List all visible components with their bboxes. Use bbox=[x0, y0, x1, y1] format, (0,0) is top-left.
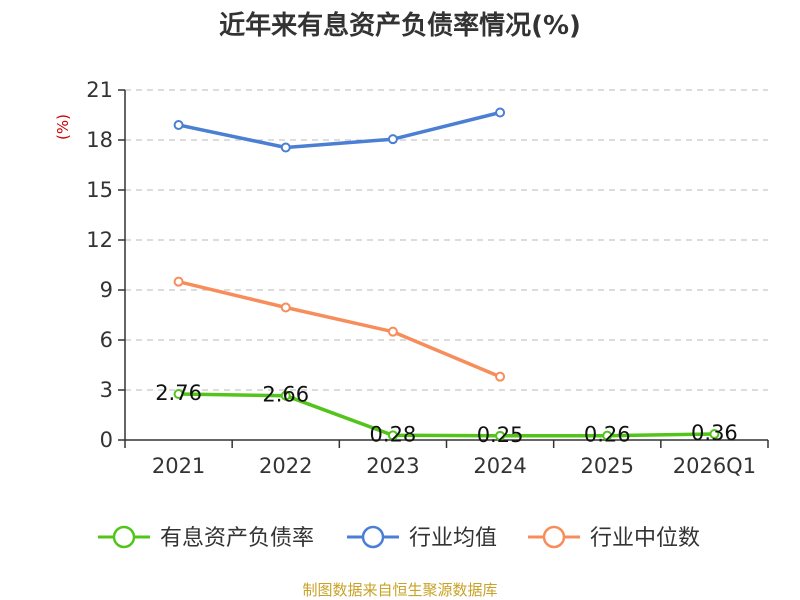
data-label: 2.76 bbox=[155, 381, 202, 405]
y-tick-label: 21 bbox=[86, 78, 113, 102]
data-labels: 2.76 2.66 0.28 0.25 0.26 0.36 bbox=[155, 381, 738, 447]
legend-item-2[interactable]: 行业中位数 bbox=[528, 525, 700, 551]
y-tick-label: 3 bbox=[100, 378, 113, 402]
data-point bbox=[495, 107, 506, 118]
legend-marker bbox=[361, 525, 385, 549]
grid-lines bbox=[125, 89, 768, 391]
data-point bbox=[387, 430, 398, 441]
data-point bbox=[173, 389, 184, 399]
x-tick-label: 2021 bbox=[152, 454, 205, 478]
data-label: 0.36 bbox=[691, 421, 738, 445]
x-tick-label: 2022 bbox=[259, 454, 312, 478]
data-label: 0.26 bbox=[584, 423, 631, 447]
series-line-0 bbox=[176, 392, 717, 438]
legend-label: 有息资产负债率 bbox=[160, 526, 314, 551]
y-tick-label: 9 bbox=[100, 278, 113, 302]
y-axis-unit: (%) bbox=[54, 114, 72, 140]
series-line-1 bbox=[176, 110, 502, 150]
data-point bbox=[280, 302, 291, 313]
data-point bbox=[602, 430, 613, 441]
x-tick-label: 2024 bbox=[473, 454, 526, 478]
y-tick-label: 12 bbox=[86, 228, 113, 252]
data-point bbox=[173, 276, 184, 287]
series-lines bbox=[173, 107, 720, 441]
legend-marker bbox=[112, 525, 136, 549]
data-point bbox=[387, 326, 398, 337]
source-note: 制图数据来自恒生聚源数据库 bbox=[302, 581, 497, 599]
data-point bbox=[495, 430, 506, 441]
legend-item-1[interactable]: 行业均值 bbox=[347, 525, 497, 551]
chart-title: 近年来有息资产负债率情况(%) bbox=[219, 10, 581, 41]
legend[interactable]: 有息资产负债率 行业均值 行业中位数 bbox=[98, 525, 700, 551]
data-label: 2.66 bbox=[262, 383, 309, 407]
x-tick-label: 2025 bbox=[581, 454, 634, 478]
data-point bbox=[280, 390, 291, 401]
data-point bbox=[280, 142, 291, 153]
y-tick-label: 0 bbox=[100, 428, 113, 452]
x-tick-label: 2023 bbox=[366, 454, 419, 478]
data-point bbox=[387, 134, 398, 145]
legend-item-0[interactable]: 有息资产负债率 bbox=[98, 525, 314, 551]
y-tick-label: 18 bbox=[86, 128, 113, 152]
axes: 0 3 6 9 12 15 18 21 2021 2022 2023 2024 2025 2026Q1 bbox=[86, 78, 769, 478]
data-point bbox=[495, 371, 506, 382]
data-label: 0.25 bbox=[477, 423, 524, 447]
data-label: 0.28 bbox=[370, 422, 417, 446]
series-line-2 bbox=[176, 279, 502, 379]
legend-marker bbox=[542, 525, 566, 549]
legend-label: 行业中位数 bbox=[590, 526, 700, 551]
y-tick-label: 15 bbox=[86, 178, 113, 202]
data-point bbox=[173, 120, 184, 130]
legend-label: 行业均值 bbox=[409, 526, 497, 551]
x-tick-label: 2026Q1 bbox=[673, 454, 756, 478]
data-point bbox=[709, 429, 720, 439]
y-tick-label: 6 bbox=[100, 328, 113, 352]
